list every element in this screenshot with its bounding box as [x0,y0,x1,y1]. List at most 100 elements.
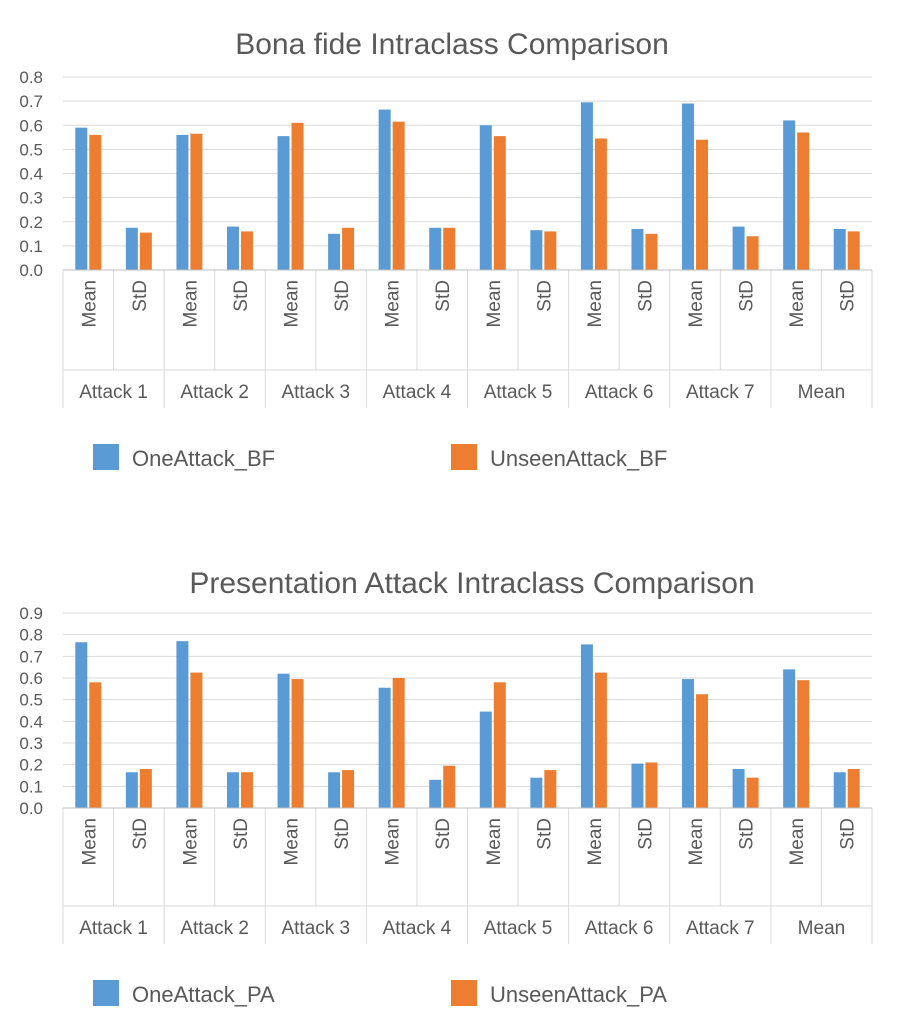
bar-unseenattack-pa [847,769,860,808]
bar-oneattack-bf [378,109,391,270]
y-tick-label: 0.1 [19,237,43,256]
y-tick-label: 0.8 [19,626,43,645]
bar-unseenattack-pa [544,770,557,808]
bar-oneattack-bf [75,127,88,270]
x-subcategory-label: StD [332,280,353,312]
x-subcategory-label: StD [838,818,859,850]
y-tick-label: 0.0 [19,799,43,818]
bar-oneattack-bf [328,233,341,270]
bar-oneattack-pa [176,641,189,808]
y-tick-label: 0.6 [19,116,43,135]
legend-label-oneattack-pa: OneAttack_PA [132,982,275,1007]
legend: OneAttack_PA UnseenAttack_PA [93,980,667,1007]
x-subcategory-label: Mean [585,818,606,866]
x-subcategory-label: Mean [383,280,404,328]
legend-swatch-unseenattack-bf [451,444,477,470]
bar-oneattack-pa [226,772,239,808]
bar-unseenattack-pa [89,682,102,808]
bar-oneattack-bf [277,136,290,270]
y-tick-label: 0.1 [19,777,43,796]
x-group-label: Attack 5 [484,382,553,403]
x-subcategory-label: StD [130,818,151,850]
bar-oneattack-pa [631,763,644,808]
x-subcategory-label: Mean [282,280,303,328]
x-subcategory-label: Mean [787,818,808,866]
bar-oneattack-pa [479,711,492,808]
bar-unseenattack-bf [746,236,759,270]
x-group-label: Attack 3 [281,382,350,403]
bar-unseenattack-bf [847,231,860,270]
bar-unseenattack-pa [696,694,709,808]
bar-unseenattack-bf [696,139,709,270]
y-tick-label: 0.4 [19,165,43,184]
bar-unseenattack-pa [190,672,203,808]
bar-oneattack-bf [479,125,492,270]
x-subcategory-label: StD [130,280,151,312]
y-tick-label: 0.0 [19,261,43,280]
x-subcategory-label: Mean [585,280,606,328]
x-group-label: Attack 4 [383,382,452,403]
bar-oneattack-bf [833,228,846,270]
bar-unseenattack-bf [291,122,304,271]
plot-area: 0.0 0.1 0.2 0.3 0.4 0.5 0.6 0.7 0.8 0.9 Mean StD Mea… [19,604,873,944]
x-subcategory-label: Mean [484,280,505,328]
bar-unseenattack-pa [746,777,759,808]
bar-oneattack-pa [732,769,745,808]
bar-unseenattack-bf [797,132,810,270]
x-subcategory-label: StD [635,280,656,312]
chart-title: Presentation Attack Intraclass Compariso… [189,567,754,600]
x-subcategory-label: Mean [383,818,404,866]
x-subcategory-label: StD [838,280,859,312]
bar-unseenattack-bf [594,138,607,270]
x-group-label: Attack 1 [79,382,148,403]
legend-label-unseenattack-pa: UnseenAttack_PA [490,982,667,1007]
bar-oneattack-bf [530,230,543,270]
x-group-label: Attack 2 [180,382,249,403]
y-tick-label: 0.2 [19,213,43,232]
bar-unseenattack-bf [443,227,456,270]
x-subcategory-label: StD [737,280,758,312]
y-tick-label: 0.7 [19,647,43,666]
x-group-label: Attack 4 [383,918,452,939]
legend-label-oneattack-bf: OneAttack_BF [132,446,275,471]
x-subcategory-label: StD [231,280,252,312]
x-subcategory-label: Mean [79,280,100,328]
x-subcategory-label: StD [231,818,252,850]
bar-unseenattack-bf [190,133,203,270]
bar-unseenattack-pa [240,772,253,808]
bar-unseenattack-pa [645,762,658,808]
x-subcategory-label: StD [534,280,555,312]
bar-oneattack-bf [429,227,442,270]
plot-area: 0.0 0.1 0.2 0.3 0.4 0.5 0.6 0.7 0.8 Mean StD Mean St… [19,68,873,408]
bar-unseenattack-pa [594,672,607,808]
bar-oneattack-bf [176,134,189,270]
bar-oneattack-bf [783,120,796,270]
x-subcategory-label: StD [332,818,353,850]
bar-oneattack-pa [277,673,290,808]
bar-oneattack-pa [429,779,442,808]
legend-swatch-unseenattack-pa [451,980,477,1006]
x-group-label: Attack 1 [79,918,148,939]
x-subcategory-label: StD [534,818,555,850]
x-subcategory-label: Mean [79,818,100,866]
bona-fide-chart: Bona fide Intraclass Comparison 0.00.10.… [19,28,873,471]
bar-oneattack-pa [75,642,88,808]
x-subcategory-label: Mean [686,280,707,328]
y-tick-label: 0.3 [19,734,43,753]
y-tick-label: 0.6 [19,669,43,688]
y-tick-label: 0.8 [19,68,43,87]
bar-oneattack-pa [580,644,593,808]
bar-unseenattack-bf [645,233,658,270]
bar-oneattack-bf [682,103,695,270]
x-group-label: Attack 3 [281,918,350,939]
bar-unseenattack-bf [139,232,152,270]
bar-unseenattack-bf [493,136,506,270]
x-group-label: Attack 7 [686,382,755,403]
y-tick-label: 0.5 [19,140,43,159]
x-subcategory-label: Mean [180,280,201,328]
bar-oneattack-pa [783,669,796,808]
x-subcategory-label: StD [433,280,454,312]
bar-unseenattack-pa [291,679,304,808]
y-tick-label: 0.3 [19,189,43,208]
x-group-label: Mean [798,918,846,939]
